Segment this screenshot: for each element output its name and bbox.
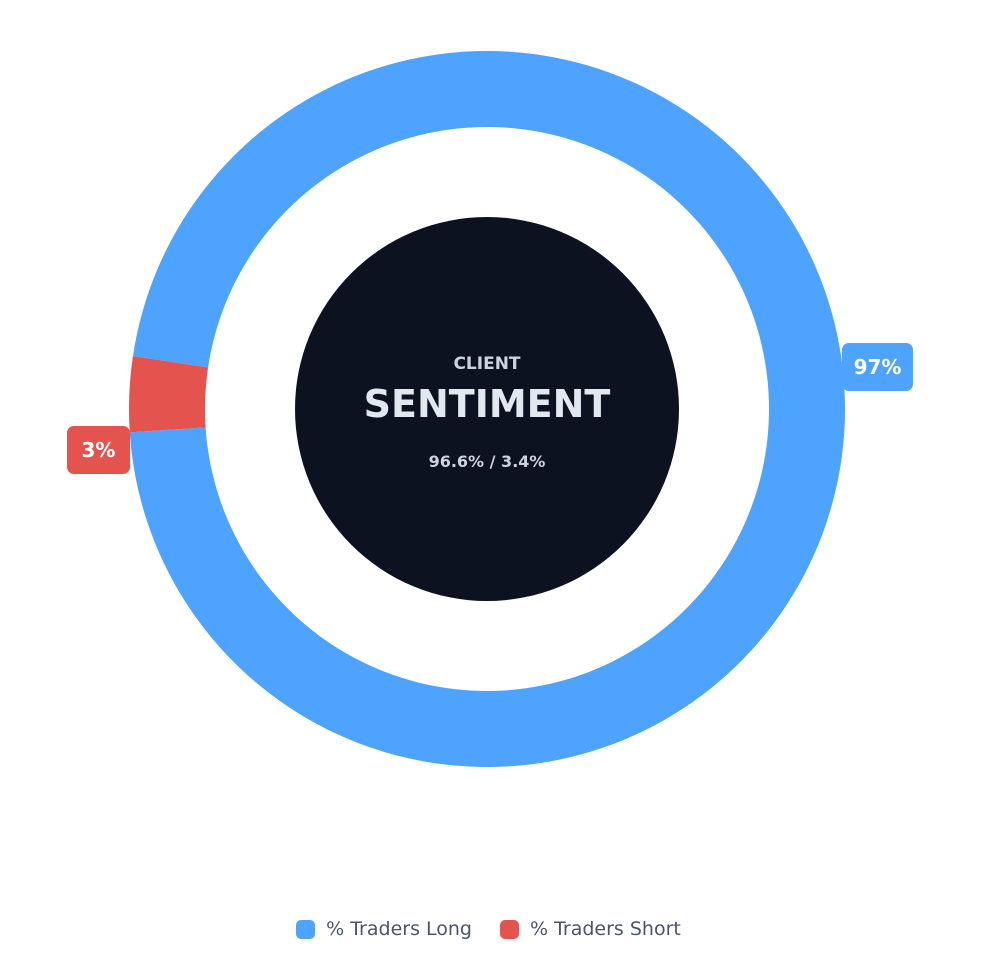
data-label-box bbox=[67, 426, 130, 474]
center-title: SENTIMENT bbox=[364, 382, 611, 426]
data-label-box bbox=[842, 343, 913, 391]
chart-legend: % Traders Long % Traders Short bbox=[0, 918, 977, 940]
data-label-text: 3% bbox=[82, 438, 116, 462]
legend-swatch-long bbox=[296, 919, 316, 939]
data-label-traders-long: 97% bbox=[842, 343, 913, 391]
center-disc bbox=[295, 217, 679, 601]
center-ratio: 96.6% / 3.4% bbox=[429, 452, 546, 471]
donut-slices bbox=[129, 51, 846, 768]
legend-label-long: % Traders Long bbox=[326, 918, 472, 940]
data-labels: 97% 3% bbox=[67, 343, 913, 474]
legend-item-short[interactable]: % Traders Short bbox=[499, 918, 681, 940]
data-label-traders-short: 3% bbox=[67, 426, 130, 474]
legend-label-short: % Traders Short bbox=[529, 918, 681, 940]
legend-swatch-short bbox=[499, 919, 519, 939]
center-kicker: CLIENT bbox=[453, 354, 520, 374]
data-label-text: 97% bbox=[854, 355, 902, 379]
legend-item-long[interactable]: % Traders Long bbox=[296, 918, 472, 940]
slice-traders-short[interactable] bbox=[129, 356, 209, 433]
